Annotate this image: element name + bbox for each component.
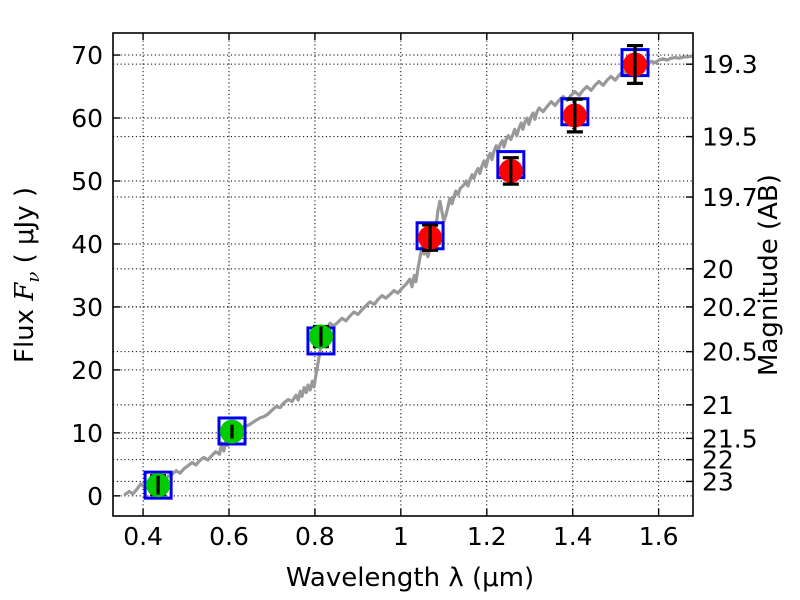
x-tick-label: 0.4 <box>123 522 163 551</box>
y2-tick-label: 19.7 <box>702 183 758 212</box>
y2-tick-label: 20.5 <box>702 338 758 367</box>
x-tick-label: 1.4 <box>553 522 593 551</box>
y2-tick-label: 21 <box>702 391 734 420</box>
y2-tick-label: 20.2 <box>702 293 758 322</box>
y-tick-label: 70 <box>71 41 103 70</box>
bottom-axis-ticks <box>142 33 660 516</box>
x-tick-label: 1.2 <box>467 522 507 551</box>
y2-tick-label: 20 <box>702 255 734 284</box>
y2-tick-label: 19.3 <box>702 50 758 79</box>
y2-tick-label: 19.5 <box>702 123 758 152</box>
y-tick-label: 20 <box>71 356 103 385</box>
model-square-marker <box>143 470 173 500</box>
y-axis-label-left: Flux Fν ( μJy ) <box>10 187 44 363</box>
x-axis-label: Wavelength λ (μm) <box>286 563 534 593</box>
x-tick-label: 1.6 <box>639 522 679 551</box>
x-tick-label: 0.8 <box>295 522 335 551</box>
x-tick-label: 1 <box>393 522 409 551</box>
y2-tick-label: 21.5 <box>702 424 758 453</box>
y-tick-label: 30 <box>71 293 103 322</box>
left-axis-ticks <box>113 54 120 497</box>
y-tick-label: 40 <box>71 230 103 259</box>
y-tick-label: 0 <box>87 482 103 511</box>
right-axis-ticks <box>686 63 693 483</box>
model-square-marker <box>217 416 247 446</box>
y-tick-label: 10 <box>71 419 103 448</box>
y2-tick-label: 23 <box>702 467 734 496</box>
bottom-axis-tick-labels: 0.4 0.6 0.8 1 1.2 1.4 1.6 <box>123 522 678 551</box>
x-tick-label: 0.6 <box>209 522 249 551</box>
left-axis-tick-labels: 0 10 20 30 40 50 60 70 <box>71 41 103 511</box>
y-tick-label: 60 <box>71 104 103 133</box>
y2-tick-label: 22 <box>702 446 734 475</box>
gridlines <box>113 33 693 516</box>
observed-photometry-markers <box>146 45 647 498</box>
plot-frame <box>112 32 694 517</box>
y-tick-label: 50 <box>71 167 103 196</box>
y-axis-label-right: Magnitude (AB) <box>754 174 784 376</box>
